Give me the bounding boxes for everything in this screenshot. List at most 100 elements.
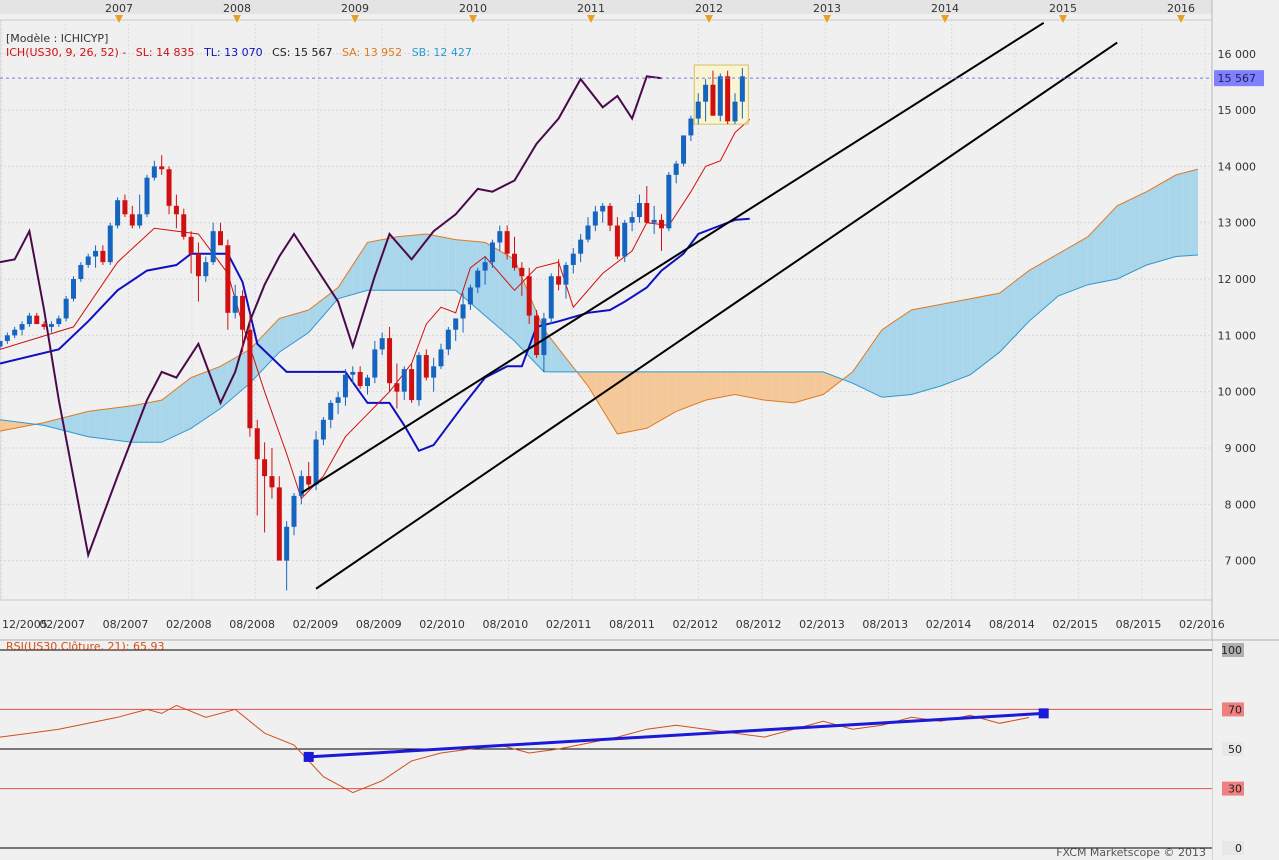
cloud-segment-bull bbox=[1029, 266, 1037, 322]
year-marker bbox=[823, 15, 831, 23]
candle bbox=[306, 462, 312, 488]
candle bbox=[218, 222, 223, 246]
x-tick-label: 08/2010 bbox=[483, 618, 529, 631]
candle bbox=[48, 321, 54, 333]
cloud-segment-bull bbox=[455, 239, 464, 297]
rsi-trendline-handle[interactable] bbox=[1038, 708, 1049, 719]
candle-body bbox=[342, 374, 348, 398]
cloud-segment-bull bbox=[1131, 195, 1140, 272]
cloud-segment-bull bbox=[448, 238, 456, 291]
candle bbox=[703, 79, 709, 122]
candle bbox=[203, 256, 209, 282]
cloud-segment-bear bbox=[823, 371, 831, 395]
cloud-segment-bull bbox=[962, 298, 971, 378]
legend-tl: TL: 13 070 bbox=[203, 46, 263, 59]
candle-body bbox=[401, 369, 407, 392]
rsi-tick-label: 100 bbox=[1221, 644, 1242, 657]
candle bbox=[115, 197, 121, 229]
year-label: 2008 bbox=[223, 2, 251, 15]
rsi-trendline bbox=[308, 711, 1044, 759]
x-tick-label: 02/2007 bbox=[39, 618, 85, 631]
candle bbox=[328, 400, 334, 429]
kijun-line bbox=[0, 217, 750, 453]
candle bbox=[71, 276, 76, 302]
candle bbox=[438, 343, 444, 370]
candle bbox=[519, 262, 525, 296]
y-tick-label: 11 000 bbox=[1218, 329, 1257, 342]
candle bbox=[357, 366, 363, 389]
candle-body bbox=[482, 262, 488, 271]
cloud-segment-bull bbox=[1102, 213, 1110, 282]
cloud-segment-bull bbox=[345, 264, 353, 297]
cloud-segment-bear bbox=[801, 371, 809, 401]
candle bbox=[284, 521, 290, 591]
cloud-segment-bull bbox=[279, 316, 287, 353]
cloud-segment-bull bbox=[1065, 245, 1074, 294]
candle bbox=[717, 73, 723, 122]
cloud-segment-bear bbox=[757, 371, 765, 401]
candle-body bbox=[475, 270, 481, 288]
candle bbox=[467, 284, 473, 310]
candle-body bbox=[438, 349, 444, 367]
cloud-segment-bull bbox=[411, 234, 419, 291]
candle-body bbox=[4, 335, 10, 341]
rsi-background bbox=[0, 640, 1212, 860]
y-tick-label: 16 000 bbox=[1218, 48, 1257, 61]
candle bbox=[85, 253, 91, 268]
candle bbox=[159, 155, 165, 175]
candlestick-series bbox=[0, 64, 749, 591]
candle-body bbox=[497, 231, 503, 243]
candle-body bbox=[644, 203, 650, 223]
candle bbox=[276, 476, 282, 561]
cloud-segment-bear bbox=[7, 420, 15, 430]
candle bbox=[379, 332, 385, 356]
cloud-segment-bull bbox=[66, 415, 74, 433]
candle bbox=[144, 174, 150, 218]
rsi-trendline-handle[interactable] bbox=[303, 751, 314, 762]
cloud-segment-bull bbox=[88, 410, 96, 438]
x-tick-label: 08/2009 bbox=[356, 618, 402, 631]
candle-body bbox=[195, 253, 201, 277]
candle-body bbox=[460, 304, 466, 319]
candle bbox=[710, 70, 716, 116]
candle-body bbox=[291, 495, 297, 527]
cloud-segment-bear bbox=[727, 371, 735, 396]
cloud-segment-bull bbox=[102, 408, 111, 440]
cloud-segment-bull bbox=[1117, 202, 1125, 280]
candle bbox=[482, 256, 488, 285]
cloud-segment-bull bbox=[859, 350, 868, 391]
candle bbox=[41, 321, 47, 330]
candle bbox=[600, 203, 606, 223]
cloud-segment-bull bbox=[1190, 169, 1199, 256]
cloud-segment-bull bbox=[198, 371, 206, 424]
x-tick-label: 08/2013 bbox=[862, 618, 908, 631]
year-marker bbox=[1059, 15, 1067, 23]
cloud-segment-bull bbox=[95, 409, 103, 439]
cloud-segment-bull bbox=[1014, 276, 1022, 337]
year-marker bbox=[351, 15, 359, 23]
cloud-segment-bear bbox=[632, 371, 640, 432]
cloud-segment-bull bbox=[1021, 270, 1029, 330]
legend-sa: SA: 13 952 bbox=[342, 46, 402, 59]
candle bbox=[195, 242, 201, 302]
candle bbox=[342, 369, 348, 406]
candle bbox=[541, 312, 547, 372]
year-label: 2009 bbox=[341, 2, 369, 15]
candle bbox=[614, 217, 620, 260]
candle bbox=[122, 194, 128, 218]
candle bbox=[666, 172, 672, 232]
candle-body bbox=[629, 217, 635, 223]
candle-body bbox=[298, 476, 304, 496]
cloud-segment-bull bbox=[992, 293, 1000, 358]
year-label: 2007 bbox=[105, 2, 133, 15]
cloud-segment-bear bbox=[646, 371, 655, 429]
cloud-segment-bear bbox=[712, 371, 721, 399]
cloud-segment-bull bbox=[213, 366, 221, 414]
candle-body bbox=[423, 355, 429, 378]
cloud-segment-bear bbox=[698, 371, 706, 403]
candle bbox=[394, 363, 400, 409]
candle-body bbox=[276, 487, 282, 561]
candle bbox=[445, 326, 451, 356]
candle-body bbox=[614, 225, 620, 257]
